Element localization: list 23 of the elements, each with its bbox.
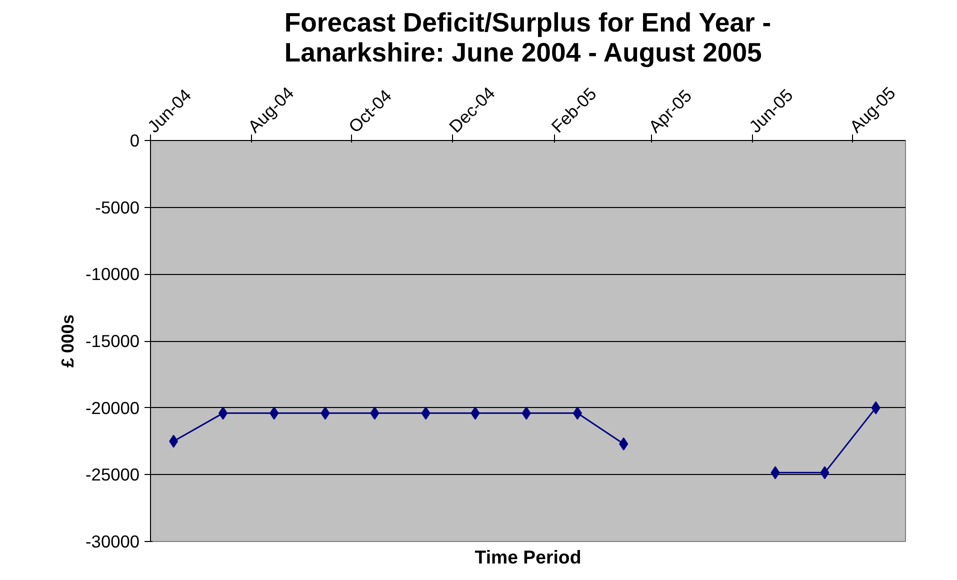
y-tick-label: 0 xyxy=(130,130,140,150)
y-tick-label: -10000 xyxy=(86,264,140,284)
point xyxy=(218,406,228,420)
chart-title: Forecast Deficit/Surplus for End Year - Lanarkshire: June 2004 - August 2005 xyxy=(284,8,772,68)
point xyxy=(270,406,279,420)
point xyxy=(169,434,178,448)
point xyxy=(421,406,430,420)
point xyxy=(320,406,330,420)
point xyxy=(522,406,531,420)
point xyxy=(770,466,780,480)
point xyxy=(820,466,830,480)
y-tick-label: -30000 xyxy=(86,532,140,552)
y-tick-label: -5000 xyxy=(95,197,140,218)
point xyxy=(572,406,582,420)
point xyxy=(619,437,628,450)
x-axis-title: Time Period xyxy=(474,546,582,568)
y-tick-label: -25000 xyxy=(86,464,140,485)
point xyxy=(470,406,480,420)
y-tick-label: -15000 xyxy=(86,331,140,351)
point xyxy=(370,406,380,420)
y-axis-title: £ 000s xyxy=(58,314,78,368)
point xyxy=(871,401,880,414)
y-tick-label: -20000 xyxy=(86,398,140,418)
